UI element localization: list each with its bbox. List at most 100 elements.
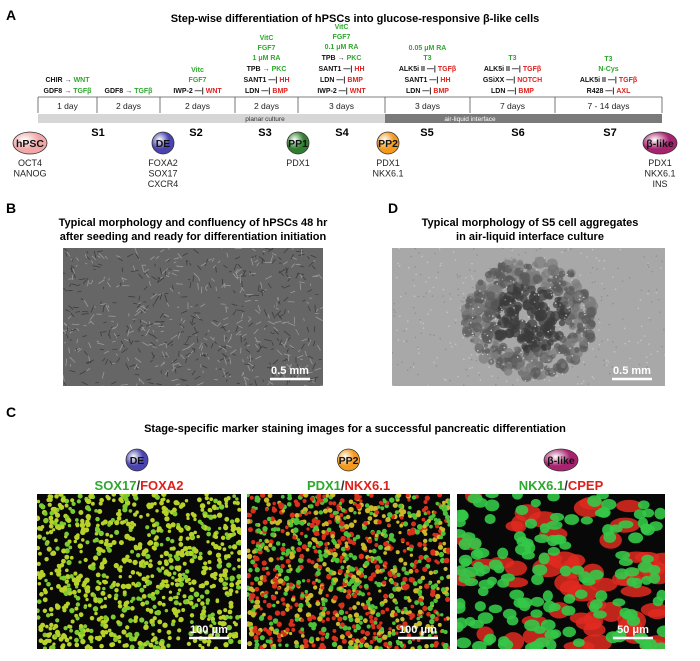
texture-dot <box>153 541 158 546</box>
texture-dot <box>647 266 650 268</box>
texture-dot <box>569 347 571 350</box>
texture-dot <box>444 557 450 564</box>
texture-dot <box>85 628 90 633</box>
texture-stroke <box>138 378 140 382</box>
texture-dot <box>266 516 272 522</box>
texture-stroke <box>223 323 229 327</box>
texture-stroke <box>271 311 276 319</box>
texture-dot <box>606 364 608 366</box>
texture-stroke <box>72 268 75 274</box>
texture-stroke <box>126 253 134 258</box>
texture-dot <box>660 267 662 269</box>
texture-dot <box>359 637 366 644</box>
texture-dot <box>639 299 642 301</box>
texture-stroke <box>160 361 165 367</box>
texture-stroke <box>86 368 91 372</box>
texture-dot <box>44 541 49 546</box>
texture-dot <box>461 325 464 327</box>
texture-dot <box>479 379 482 381</box>
texture-dot <box>363 574 368 579</box>
texture-stroke <box>191 347 196 351</box>
texture-stroke <box>65 252 68 257</box>
factor-symbol: —| <box>336 77 345 84</box>
texture-dot <box>188 601 194 606</box>
texture-dot <box>174 565 180 571</box>
texture-dot <box>603 267 605 270</box>
texture-dot <box>549 317 557 325</box>
texture-dot <box>617 267 619 270</box>
texture-stroke <box>299 274 303 278</box>
texture-dot <box>497 350 502 355</box>
factor-agent: GDF8 <box>44 88 63 95</box>
factor-target: TGFβ <box>438 66 457 73</box>
texture-dot <box>267 632 272 636</box>
texture-dot <box>200 601 205 606</box>
texture-dot <box>281 509 286 513</box>
texture-dot <box>215 599 220 604</box>
texture-dot <box>440 262 443 265</box>
texture-dot <box>433 598 438 604</box>
texture-stroke <box>241 280 243 289</box>
texture-dot <box>458 574 471 583</box>
texture-dot <box>88 494 94 500</box>
texture-dot <box>521 319 524 322</box>
texture-stroke <box>270 331 273 334</box>
texture-dot <box>361 543 366 548</box>
texture-stroke <box>222 284 231 287</box>
factor-agent: LDN <box>406 88 420 95</box>
texture-dot <box>78 560 82 564</box>
texture-dot <box>394 510 399 515</box>
texture-dot <box>548 551 580 570</box>
texture-dot <box>332 547 337 552</box>
texture-dot <box>46 581 51 587</box>
texture-dot <box>227 532 233 538</box>
texture-dot <box>611 366 614 368</box>
texture-stroke <box>137 348 142 353</box>
texture-dot <box>44 556 49 562</box>
factor-target: HH <box>354 66 364 73</box>
factor-symbol: —| <box>605 88 614 95</box>
texture-dot <box>188 594 194 601</box>
texture-dot <box>143 584 147 589</box>
texture-dot <box>177 572 183 578</box>
texture-dot <box>116 516 122 521</box>
texture-dot <box>374 543 379 547</box>
stain-red: CPEP <box>568 478 604 493</box>
texture-stroke <box>82 335 87 338</box>
texture-stroke <box>180 354 185 360</box>
texture-dot <box>127 558 132 563</box>
texture-dot <box>560 335 562 337</box>
texture-dot <box>307 616 313 622</box>
texture-dot <box>546 258 558 270</box>
texture-stroke <box>200 303 206 308</box>
texture-dot <box>546 349 549 352</box>
texture-dot <box>253 563 258 568</box>
texture-dot <box>305 547 310 552</box>
texture-dot <box>327 508 333 513</box>
texture-stroke <box>244 294 247 297</box>
air-liquid-bar <box>385 114 662 123</box>
texture-dot <box>299 564 304 570</box>
texture-dot <box>514 320 521 327</box>
texture-dot <box>591 375 594 378</box>
texture-dot <box>62 522 67 526</box>
texture-stroke <box>227 337 232 343</box>
texture-dot <box>307 543 312 548</box>
texture-dot <box>400 295 402 298</box>
texture-stroke <box>171 366 176 372</box>
texture-dot <box>303 638 308 643</box>
texture-dot <box>95 516 100 522</box>
factor: SANT1 —| HH <box>243 77 289 84</box>
texture-stroke <box>263 309 268 317</box>
texture-dot <box>391 538 396 543</box>
texture-dot <box>115 512 120 516</box>
texture-dot <box>598 321 601 324</box>
texture-dot <box>331 538 336 544</box>
texture-dot <box>500 306 502 309</box>
texture-dot <box>505 380 508 383</box>
texture-dot <box>556 375 559 377</box>
texture-dot <box>598 259 601 262</box>
texture-dot <box>501 353 507 359</box>
texture-dot <box>128 618 134 624</box>
cell-badge <box>151 131 175 155</box>
